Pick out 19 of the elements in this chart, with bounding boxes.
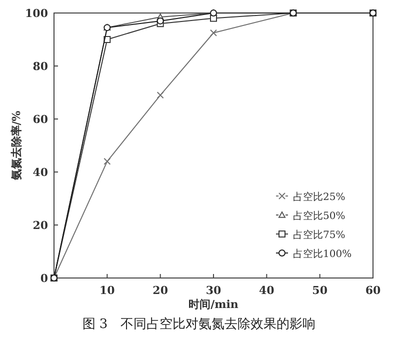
y-tick-label: 80 xyxy=(32,60,48,73)
y-tick-label: 60 xyxy=(32,113,48,126)
legend-label: 占空比75% xyxy=(293,229,346,241)
x-tick-label: 60 xyxy=(365,284,381,297)
text: 图 3 不同占空比对氨氮去除效果的影响 xyxy=(82,317,316,332)
y-tick-label: 100 xyxy=(25,7,48,20)
x-tick-label: 30 xyxy=(206,284,222,297)
x-axis-title: 时间/min xyxy=(188,298,238,311)
legend-label: 占空比50% xyxy=(293,210,346,222)
y-tick-label: 0 xyxy=(40,272,48,285)
x-tick-label: 10 xyxy=(100,284,116,297)
y-axis-title: 氨氮去除率/% xyxy=(10,110,23,182)
y-tick-label: 20 xyxy=(32,219,48,232)
legend-label: 占空比25% xyxy=(293,191,346,203)
x-tick-label: 40 xyxy=(259,284,275,297)
y-tick-label: 40 xyxy=(32,166,48,179)
x-tick-label: 50 xyxy=(312,284,328,297)
x-tick-label: 20 xyxy=(152,284,168,297)
legend-label: 占空比100% xyxy=(293,248,352,260)
